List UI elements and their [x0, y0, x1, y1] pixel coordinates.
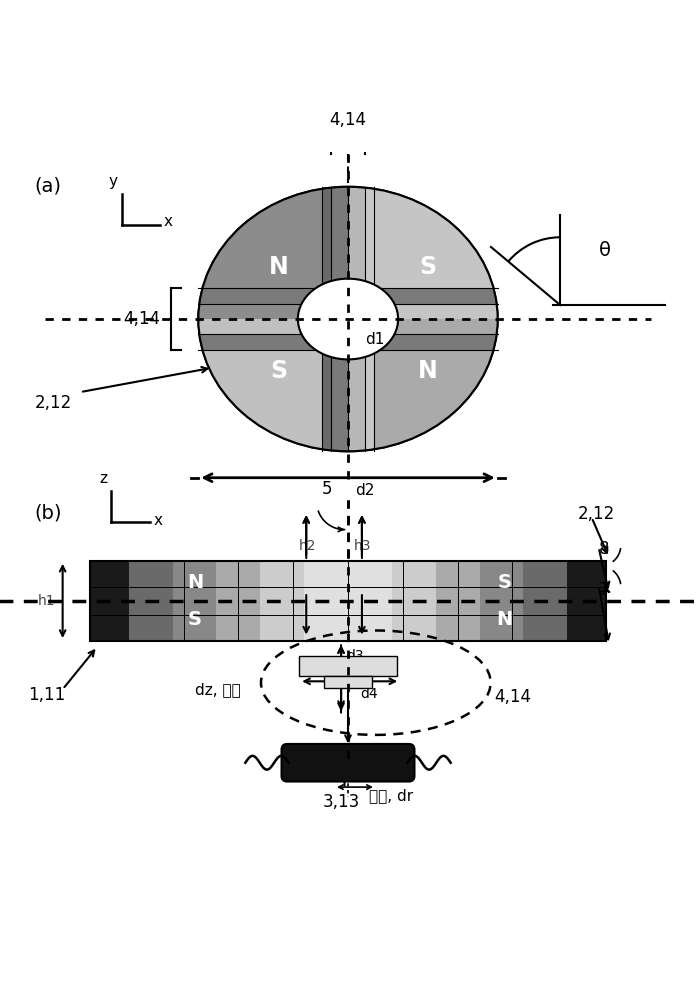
- Text: h3: h3: [354, 539, 371, 553]
- Text: dz, 气隙: dz, 气隙: [195, 682, 241, 697]
- Polygon shape: [365, 187, 374, 451]
- Polygon shape: [348, 319, 498, 451]
- Text: S: S: [188, 610, 202, 629]
- Bar: [436, 561, 480, 641]
- Bar: [324, 676, 372, 688]
- Bar: [304, 561, 348, 641]
- Text: 5: 5: [322, 480, 333, 498]
- Ellipse shape: [298, 279, 398, 359]
- FancyBboxPatch shape: [281, 744, 414, 782]
- Text: 4,14: 4,14: [494, 688, 531, 706]
- Text: 2,12: 2,12: [35, 394, 72, 412]
- Text: d1: d1: [365, 332, 385, 347]
- Bar: [299, 656, 397, 676]
- Text: d4: d4: [360, 687, 378, 701]
- Text: S: S: [420, 255, 436, 279]
- Bar: [392, 561, 436, 641]
- Text: z: z: [99, 471, 107, 486]
- Text: θ: θ: [599, 241, 610, 260]
- Text: 8: 8: [599, 540, 609, 558]
- Bar: [90, 561, 129, 641]
- Text: h1: h1: [38, 594, 56, 608]
- Bar: [260, 561, 304, 641]
- Ellipse shape: [198, 187, 498, 451]
- Text: 3,13: 3,13: [322, 793, 360, 811]
- Text: d3: d3: [346, 649, 364, 663]
- Text: N: N: [496, 610, 513, 629]
- Polygon shape: [348, 187, 365, 451]
- Text: N: N: [269, 255, 288, 279]
- Text: h2: h2: [299, 539, 317, 553]
- Polygon shape: [198, 319, 348, 451]
- Text: (a): (a): [35, 176, 62, 195]
- Bar: [90, 561, 606, 641]
- Polygon shape: [348, 187, 498, 319]
- Bar: [567, 561, 606, 641]
- Bar: [129, 561, 173, 641]
- Bar: [523, 561, 567, 641]
- Polygon shape: [198, 334, 498, 350]
- Polygon shape: [322, 187, 331, 451]
- Polygon shape: [198, 288, 498, 304]
- Text: N: N: [418, 359, 438, 383]
- Bar: [480, 561, 523, 641]
- Text: x: x: [153, 513, 162, 528]
- Text: 1,11: 1,11: [28, 686, 65, 704]
- Polygon shape: [198, 187, 348, 319]
- Text: S: S: [498, 573, 512, 592]
- Text: 2,12: 2,12: [578, 505, 615, 523]
- Text: N: N: [187, 573, 203, 592]
- Text: 7: 7: [599, 581, 609, 599]
- Text: x: x: [164, 214, 173, 229]
- Polygon shape: [331, 187, 348, 451]
- Bar: [216, 561, 260, 641]
- Text: 4,14: 4,14: [329, 111, 367, 129]
- Text: 偏轴, dr: 偏轴, dr: [369, 788, 413, 803]
- Bar: [173, 561, 216, 641]
- Text: S: S: [270, 359, 287, 383]
- Text: d2: d2: [355, 483, 374, 498]
- Text: y: y: [109, 174, 118, 189]
- Text: 4,14: 4,14: [123, 310, 160, 328]
- Text: (b): (b): [35, 503, 63, 522]
- Bar: [348, 561, 392, 641]
